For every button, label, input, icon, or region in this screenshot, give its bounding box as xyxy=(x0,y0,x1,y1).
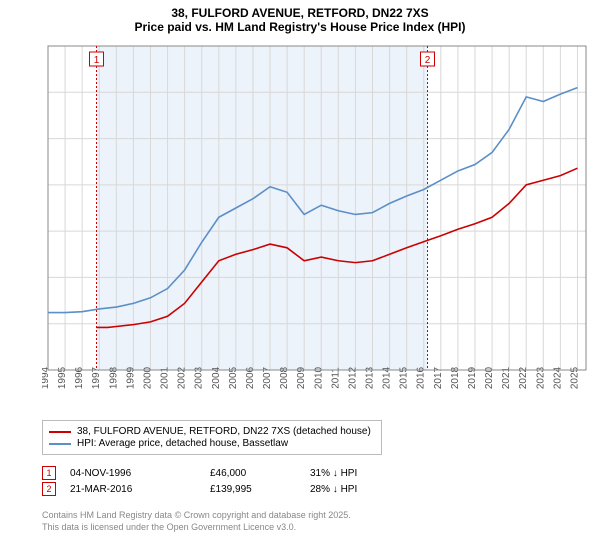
sale-price: £46,000 xyxy=(210,468,310,479)
footer-line2: This data is licensed under the Open Gov… xyxy=(42,522,351,534)
legend-item: HPI: Average price, detached house, Bass… xyxy=(49,438,375,449)
title-subtitle: Price paid vs. HM Land Registry's House … xyxy=(0,20,600,34)
footer: Contains HM Land Registry data © Crown c… xyxy=(42,510,351,533)
sale-marker-label: 1 xyxy=(46,468,51,478)
title-block: 38, FULFORD AVENUE, RETFORD, DN22 7XS Pr… xyxy=(0,0,600,36)
legend-label: HPI: Average price, detached house, Bass… xyxy=(77,438,288,449)
sale-row: 2 21-MAR-2016 £139,995 28% ↓ HPI xyxy=(42,482,410,496)
legend-item: 38, FULFORD AVENUE, RETFORD, DN22 7XS (d… xyxy=(49,426,375,437)
svg-text:2: 2 xyxy=(425,55,431,66)
chart-svg: £0£50K£100K£150K£200K£250K£300K£350K1994… xyxy=(42,40,592,410)
legend-swatch xyxy=(49,431,71,433)
footer-line1: Contains HM Land Registry data © Crown c… xyxy=(42,510,351,522)
sale-marker-label: 2 xyxy=(46,484,51,494)
sale-marker: 2 xyxy=(42,482,56,496)
sales-table: 1 04-NOV-1996 £46,000 31% ↓ HPI 2 21-MAR… xyxy=(42,464,410,498)
legend-label: 38, FULFORD AVENUE, RETFORD, DN22 7XS (d… xyxy=(77,426,371,437)
chart-container: 38, FULFORD AVENUE, RETFORD, DN22 7XS Pr… xyxy=(0,0,600,560)
sale-price: £139,995 xyxy=(210,484,310,495)
sale-marker: 1 xyxy=(42,466,56,480)
sale-date: 21-MAR-2016 xyxy=(70,484,210,495)
sale-row: 1 04-NOV-1996 £46,000 31% ↓ HPI xyxy=(42,466,410,480)
sale-diff: 28% ↓ HPI xyxy=(310,484,410,495)
legend-swatch xyxy=(49,443,71,445)
chart-area: £0£50K£100K£150K£200K£250K£300K£350K1994… xyxy=(42,40,592,410)
sale-diff: 31% ↓ HPI xyxy=(310,468,410,479)
sale-date: 04-NOV-1996 xyxy=(70,468,210,479)
legend: 38, FULFORD AVENUE, RETFORD, DN22 7XS (d… xyxy=(42,420,382,455)
svg-text:1: 1 xyxy=(94,55,100,66)
title-address: 38, FULFORD AVENUE, RETFORD, DN22 7XS xyxy=(0,6,600,20)
